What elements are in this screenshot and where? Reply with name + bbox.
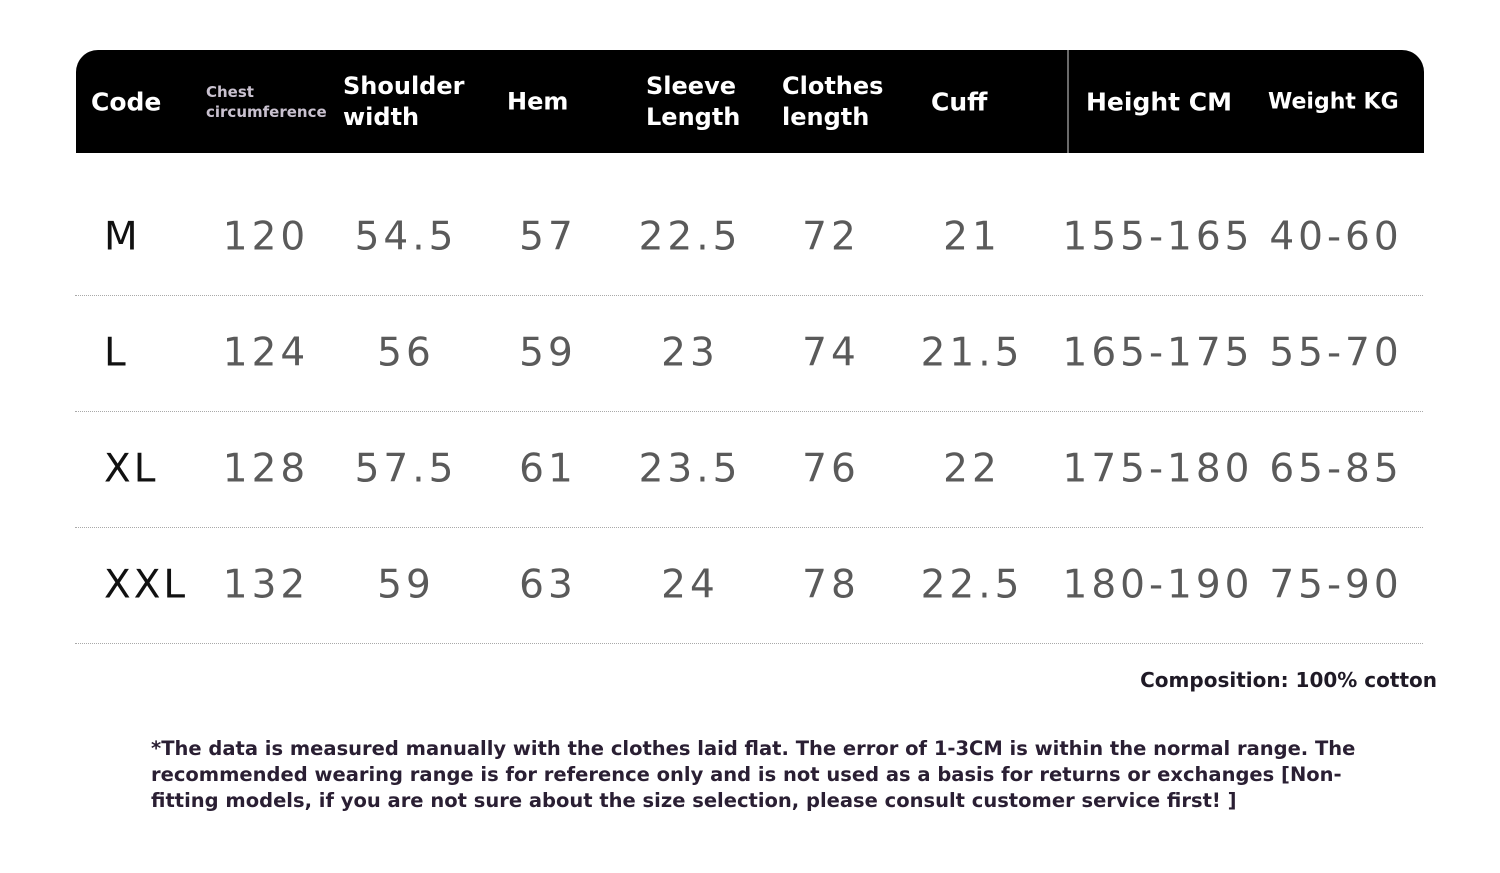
table-row: XXL 132 59 63 24 78 22.5 180-190 75-90 bbox=[75, 527, 1423, 644]
weight-value: 75-90 bbox=[1269, 562, 1403, 608]
sleeve-value: 22.5 bbox=[638, 214, 742, 260]
sleeve-value: 23.5 bbox=[638, 446, 742, 492]
header-divider bbox=[1067, 50, 1069, 153]
header-height: Height CM bbox=[1086, 87, 1233, 116]
shoulder-value: 54.5 bbox=[354, 214, 458, 260]
chest-value: 124 bbox=[222, 330, 310, 376]
table-row: M 120 54.5 57 22.5 72 21 155-165 40-60 bbox=[75, 179, 1423, 296]
header-weight: Weight KG bbox=[1268, 89, 1399, 114]
height-value: 155-165 bbox=[1062, 214, 1254, 260]
header-clothes-length: Clothes length bbox=[782, 71, 884, 131]
weight-value: 65-85 bbox=[1269, 446, 1403, 492]
weight-value: 40-60 bbox=[1269, 214, 1403, 260]
header-code: Code bbox=[91, 87, 162, 116]
chest-value: 128 bbox=[222, 446, 310, 492]
weight-value: 55-70 bbox=[1269, 330, 1403, 376]
size-code: L bbox=[104, 330, 129, 376]
header-hem: Hem bbox=[507, 87, 569, 115]
measurement-note: *The data is measured manually with the … bbox=[151, 737, 1356, 812]
clothes-length-value: 76 bbox=[802, 446, 860, 492]
size-code: M bbox=[104, 214, 141, 260]
hem-value: 63 bbox=[519, 562, 577, 608]
shoulder-value: 59 bbox=[377, 562, 435, 608]
hem-value: 61 bbox=[519, 446, 577, 492]
cuff-value: 21.5 bbox=[920, 330, 1024, 376]
header-shoulder: Shoulder width bbox=[343, 71, 465, 131]
cuff-value: 21 bbox=[943, 214, 1001, 260]
cuff-value: 22.5 bbox=[920, 562, 1024, 608]
table-row: XL 128 57.5 61 23.5 76 22 175-180 65-85 bbox=[75, 411, 1423, 528]
header-chest: Chest circumference bbox=[206, 82, 327, 121]
table-row: L 124 56 59 23 74 21.5 165-175 55-70 bbox=[75, 295, 1423, 412]
sleeve-value: 24 bbox=[661, 562, 719, 608]
clothes-length-value: 72 bbox=[802, 214, 860, 260]
size-code: XL bbox=[104, 446, 159, 492]
clothes-length-value: 74 bbox=[802, 330, 860, 376]
header-cuff: Cuff bbox=[931, 87, 988, 116]
clothes-length-value: 78 bbox=[802, 562, 860, 608]
chest-value: 132 bbox=[222, 562, 310, 608]
height-value: 165-175 bbox=[1062, 330, 1254, 376]
hem-value: 57 bbox=[519, 214, 577, 260]
header-sleeve: Sleeve Length bbox=[646, 71, 741, 131]
composition-text: Composition: 100% cotton bbox=[1140, 668, 1437, 692]
sleeve-value: 23 bbox=[661, 330, 719, 376]
shoulder-value: 57.5 bbox=[354, 446, 458, 492]
size-table-header: Code Chest circumference Shoulder width … bbox=[76, 50, 1424, 153]
hem-value: 59 bbox=[519, 330, 577, 376]
cuff-value: 22 bbox=[943, 446, 1001, 492]
height-value: 175-180 bbox=[1062, 446, 1254, 492]
height-value: 180-190 bbox=[1062, 562, 1254, 608]
size-code: XXL bbox=[104, 562, 189, 608]
shoulder-value: 56 bbox=[377, 330, 435, 376]
chest-value: 120 bbox=[222, 214, 310, 260]
